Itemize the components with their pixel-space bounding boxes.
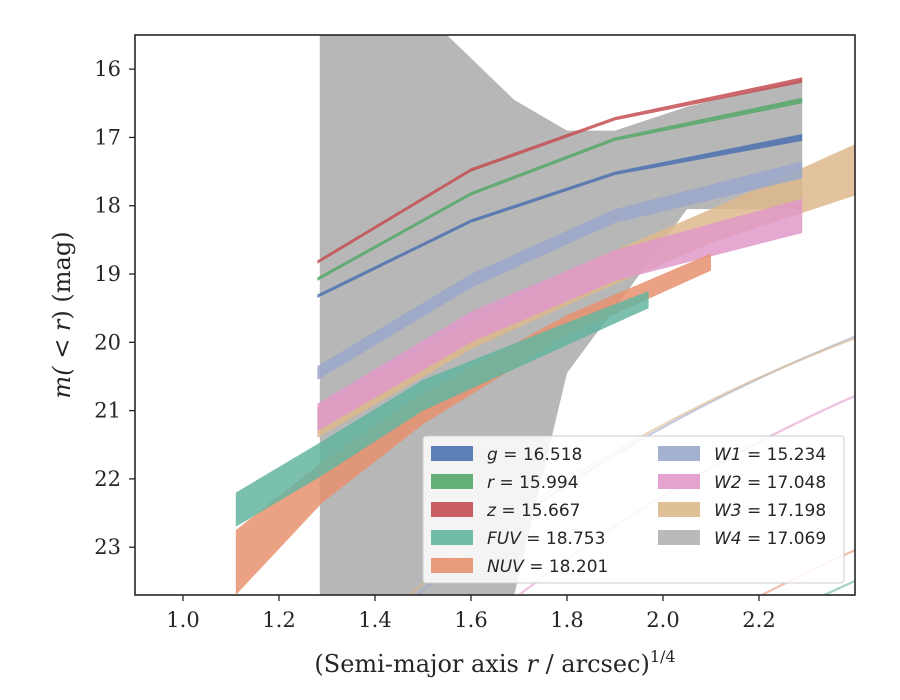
x-tick-label: 2.0 — [646, 608, 679, 632]
x-axis-ticks: 1.0 1.2 1.4 1.6 1.8 2.0 2.2 — [166, 595, 776, 632]
x-tick-label: 1.4 — [358, 608, 391, 632]
band-w2 — [317, 198, 803, 432]
legend-swatch-g — [431, 446, 473, 461]
legend-label-w2: W2 = 17.048 — [714, 473, 826, 493]
x-tick-label: 2.2 — [742, 608, 775, 632]
legend-swatch-w2 — [658, 474, 700, 489]
legend-label-z: z = 15.667 — [486, 501, 580, 521]
legend-box — [422, 435, 845, 584]
model-curve-r — [111, 682, 879, 700]
plot-frame — [134, 34, 856, 596]
band-nuv — [235, 253, 712, 595]
legend-swatch-nuv — [431, 558, 473, 573]
legend-swatch-fuv — [431, 530, 473, 545]
y-axis-label: m( < r) (mag) — [48, 231, 76, 398]
y-tick-label: 18 — [94, 194, 121, 218]
legend-swatch-w3 — [658, 502, 700, 517]
legend-swatch-w1 — [658, 446, 700, 461]
legend-swatch-z — [431, 502, 473, 517]
legend-swatch-r — [431, 474, 473, 489]
y-tick-label: 23 — [94, 535, 121, 559]
legend-label-fuv: FUV = 18.753 — [487, 529, 605, 549]
legend-label-w3: W3 = 17.198 — [714, 501, 826, 521]
legend-label-g: g = 16.518 — [487, 445, 582, 465]
x-tick-label: 1.2 — [262, 608, 295, 632]
legend-swatch-w4 — [658, 530, 700, 545]
x-tick-label: 1.8 — [550, 608, 583, 632]
legend-label-w4: W4 = 17.069 — [714, 529, 826, 549]
band-w1 — [317, 161, 803, 380]
legend-label-nuv: NUV = 18.201 — [487, 557, 608, 577]
band-fuv — [235, 291, 649, 527]
x-tick-label: 1.0 — [166, 608, 199, 632]
legend-entries: g = 16.518 r = 15.994 z = 15.667 FUV = 18.7… — [431, 445, 826, 577]
y-tick-label: 20 — [94, 330, 121, 354]
y-tick-label: 22 — [94, 467, 121, 491]
y-tick-label: 19 — [94, 262, 121, 286]
x-tick-label: 1.6 — [454, 608, 487, 632]
legend-label-r: r = 15.994 — [487, 473, 579, 493]
y-tick-label: 21 — [94, 399, 121, 423]
legend-label-w1: W1 = 15.234 — [714, 445, 826, 465]
y-tick-label: 16 — [94, 57, 121, 81]
y-axis-ticks: 16 17 18 19 20 21 22 23 — [94, 57, 135, 559]
x-axis-label: (Semi-major axis r / arcsec)1/4 — [314, 647, 675, 678]
y-tick-label: 17 — [94, 125, 121, 149]
legend: g = 16.518 r = 15.994 z = 15.667 FUV = 18.7… — [422, 435, 845, 584]
